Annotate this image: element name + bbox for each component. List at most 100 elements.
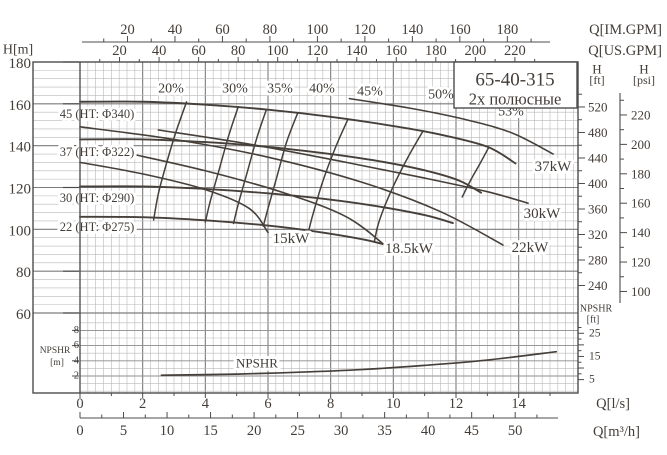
usgpm-tick-label: 60 — [191, 43, 206, 59]
efficiency-curve — [461, 146, 490, 198]
q-m3h-tick-label: 0 — [76, 423, 83, 439]
efficiency-label: 40% — [309, 82, 335, 97]
q-m3h-tick-label: 20 — [247, 423, 262, 439]
q-m3h-axis-label: Q[m³/h] — [593, 424, 640, 440]
imgpm-tick-label: 120 — [354, 22, 376, 38]
efficiency-label: 45% — [357, 85, 383, 100]
power-line — [79, 126, 504, 246]
imgpm-tick-label: 160 — [449, 22, 471, 38]
power-line-label: 30kW — [524, 206, 562, 222]
plot-frame — [32, 61, 579, 394]
q-m3h-tick-label: 15 — [203, 423, 218, 439]
h-psi-tick-label: 200 — [631, 137, 651, 152]
efficiency-label: 50% — [428, 88, 454, 103]
usgpm-tick-label: 180 — [425, 43, 447, 59]
usgpm-tick-label: 100 — [267, 43, 289, 59]
power-line-label: 18.5kW — [385, 241, 434, 257]
npshr-m-tick-label: 4 — [74, 355, 80, 366]
q-m3h-tick-label: 5 — [120, 423, 127, 439]
power-line — [126, 152, 388, 248]
head-curve-label: 45 (HT: Φ340) — [60, 107, 134, 121]
title-box: 65-40-315 2х полюсные — [453, 61, 578, 109]
h-axis-tick-label: 60 — [16, 307, 31, 323]
usgpm-tick-label: 120 — [306, 43, 328, 59]
q-imgpm-axis-label: Q[IM.GPM] — [589, 22, 662, 38]
h-ft-tick-label: 520 — [588, 99, 608, 114]
power-line — [157, 129, 529, 204]
q-ls-tick-label: 8 — [327, 396, 334, 412]
usgpm-tick-label: 140 — [346, 43, 368, 59]
efficiency-label: 30% — [222, 82, 248, 97]
head-curve — [79, 100, 517, 165]
q-m3h-tick-label: 30 — [334, 423, 349, 439]
imgpm-tick-label: 20 — [120, 22, 135, 38]
h-axis-tick-label: 180 — [9, 56, 32, 72]
q-m3h-tick-label: 25 — [290, 423, 305, 439]
usgpm-tick-label: 200 — [464, 43, 486, 59]
h-psi-axis-unit: [psi] — [633, 73, 655, 87]
efficiency-label: 20% — [158, 82, 184, 97]
head-curve — [79, 138, 483, 194]
head-curve-label: 30 (HT: Φ290) — [60, 191, 134, 205]
usgpm-tick-label: 80 — [231, 43, 246, 59]
h-axis-tick-label: 140 — [9, 140, 32, 156]
imgpm-tick-label: 80 — [263, 22, 278, 38]
npshr-ft-axis-name: NPSHR — [580, 304, 613, 315]
imgpm-tick-label: 180 — [496, 22, 518, 38]
h-axis-tick-label: 160 — [9, 98, 32, 114]
npshr-m-tick-label: 6 — [74, 340, 79, 351]
imgpm-tick-label: 60 — [215, 22, 230, 38]
head-curve-label: 37 (HT: Φ322) — [60, 145, 134, 159]
h-ft-tick-label: 280 — [588, 252, 608, 267]
curves-layer — [79, 97, 558, 377]
npshr-curve — [160, 350, 558, 377]
power-line-label: 22kW — [512, 240, 550, 256]
q-ls-tick-label: 14 — [511, 396, 526, 412]
q-m3h-tick-label: 45 — [464, 423, 479, 439]
q-ls-axis-label: Q[l/s] — [596, 396, 630, 412]
h-ft-tick-label: 320 — [588, 227, 608, 242]
imgpm-tick-label: 140 — [401, 22, 423, 38]
q-m3h-tick-label: 10 — [160, 423, 175, 439]
h-m-axis-label: H[m] — [3, 43, 33, 58]
head-curve-label: 22 (HT: Φ275) — [60, 220, 134, 234]
title-box-frame — [453, 61, 578, 109]
npshr-ft-axis-header: NPSHR [ft] — [580, 304, 613, 326]
h-axis-tick-label: 120 — [9, 182, 32, 198]
npshr-m-tick-label: 8 — [74, 325, 79, 336]
h-ft-tick-label: 400 — [588, 176, 608, 191]
q-m3h-tick-label: 50 — [508, 423, 523, 439]
h-psi-tick-label: 180 — [631, 166, 651, 181]
efficiency-curve — [204, 106, 239, 223]
npshr-curve-label: NPSHR — [236, 356, 278, 371]
h-ft-axis-unit: [ft] — [589, 73, 604, 87]
h-psi-axis-header: H [psi] — [633, 62, 655, 88]
usgpm-tick-label: 40 — [152, 43, 167, 59]
power-line — [348, 97, 554, 155]
efficiency-curve — [373, 130, 424, 242]
h-ft-axis-header: H [ft] — [589, 62, 604, 88]
h-ft-tick-label: 440 — [588, 150, 608, 165]
efficiency-curve — [262, 112, 299, 227]
imgpm-tick-label: 40 — [168, 22, 183, 38]
head-curve — [79, 185, 454, 225]
q-ls-tick-label: 2 — [139, 396, 146, 412]
h-axis-tick-label: 100 — [9, 223, 32, 239]
efficiency-curve — [152, 101, 188, 221]
h-ft-tick-label: 480 — [588, 125, 608, 140]
h-ft-tick-label: 360 — [588, 201, 608, 216]
h-psi-tick-label: 140 — [631, 225, 651, 240]
power-line-label: 15kW — [273, 231, 311, 247]
power-line — [79, 161, 269, 234]
efficiency-curve — [307, 118, 349, 232]
q-m3h-tick-label: 40 — [421, 423, 436, 439]
h-psi-axis-letter: H — [639, 62, 648, 77]
h-psi-tick-label: 160 — [631, 196, 651, 211]
chart-subtitle: 2х полюсные — [469, 90, 562, 109]
npshr-ft-tick-label: 5 — [589, 374, 595, 386]
power-line-label: 37kW — [535, 159, 573, 175]
q-usgpm-axis-label: Q[US.GPM] — [588, 43, 662, 59]
q-ls-tick-label: 0 — [76, 396, 83, 412]
q-ls-tick-label: 4 — [202, 396, 210, 412]
